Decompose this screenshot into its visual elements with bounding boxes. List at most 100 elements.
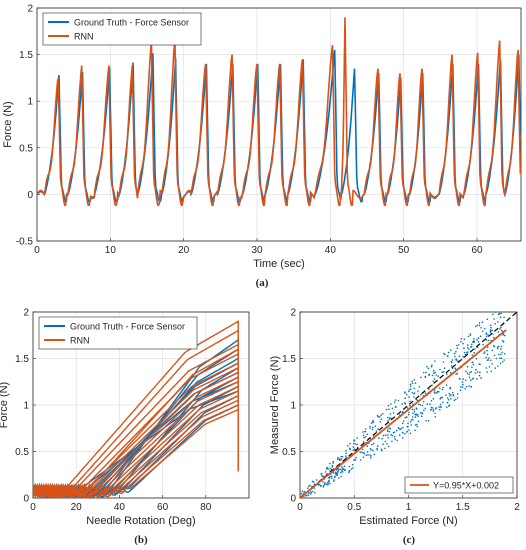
scatter-point <box>485 333 487 335</box>
scatter-point <box>464 353 467 356</box>
scatter-point <box>503 353 506 355</box>
scatter-point <box>366 445 369 447</box>
x-tick-label: 50 <box>398 245 410 256</box>
scatter-point <box>479 335 482 338</box>
scatter-point <box>468 385 470 387</box>
panel-caption: (a) <box>256 277 269 289</box>
scatter-point <box>428 374 430 377</box>
scatter-point <box>463 351 466 354</box>
scatter-point <box>500 353 502 356</box>
scatter-point <box>372 442 375 445</box>
scatter-point <box>471 346 473 348</box>
scatter-point <box>406 416 408 418</box>
scatter-point <box>325 468 328 470</box>
scatter-point <box>338 477 340 479</box>
scatter-point <box>386 430 389 432</box>
scatter-point <box>456 344 458 347</box>
scatter-point <box>462 383 464 386</box>
scatter-point <box>441 388 444 391</box>
scatter-point <box>328 479 330 482</box>
scatter-point <box>372 426 374 429</box>
scatter-point <box>337 457 339 459</box>
scatter-point <box>450 349 452 351</box>
legend: Ground Truth - Force Sensor RNN <box>42 12 202 46</box>
scatter-point <box>494 312 497 313</box>
scatter-point <box>497 321 499 323</box>
scatter-point <box>382 443 384 446</box>
scatter-point <box>422 371 425 374</box>
scatter-point <box>369 457 372 459</box>
scatter-point <box>406 430 408 433</box>
scatter-point <box>370 422 373 424</box>
scatter-point <box>340 458 342 461</box>
y-tick-label: 2 <box>23 308 29 319</box>
scatter-point <box>489 330 492 332</box>
scatter-points <box>300 305 506 498</box>
scatter-point <box>381 449 383 452</box>
scatter-point <box>387 434 389 436</box>
scatter-point <box>478 374 481 377</box>
legend: Y=0.95*X+0.002 <box>404 476 514 494</box>
scatter-point <box>470 379 472 381</box>
scatter-point <box>457 344 460 346</box>
scatter-point <box>380 418 383 421</box>
scatter-point <box>473 338 475 340</box>
scatter-point <box>420 376 422 379</box>
scatter-point <box>416 413 419 416</box>
scatter-point <box>362 431 364 433</box>
scatter-point <box>372 419 374 422</box>
scatter-point <box>454 367 457 370</box>
scatter-point <box>480 327 482 329</box>
scatter-point <box>379 416 381 418</box>
scatter-point <box>460 340 462 343</box>
scatter-point <box>456 347 459 350</box>
scatter-point <box>333 476 336 479</box>
scatter-point <box>308 485 310 488</box>
scatter-point <box>345 450 347 452</box>
scatter-point <box>433 391 436 393</box>
scatter-point <box>498 353 500 356</box>
scatter-point <box>459 389 462 392</box>
scatter-point <box>443 352 445 355</box>
scatter-point <box>376 445 379 447</box>
y-tick-label: 1.5 <box>15 354 29 365</box>
scatter-point <box>416 423 418 426</box>
scatter-point <box>388 418 391 421</box>
scatter-point <box>402 422 404 425</box>
scatter-point <box>339 468 342 471</box>
scatter-point <box>322 481 324 483</box>
scatter-point <box>451 359 454 361</box>
scatter-point <box>456 397 459 399</box>
scatter-point <box>348 470 351 473</box>
scatter-point <box>495 310 497 312</box>
scatter-point <box>504 305 506 307</box>
scatter-point <box>384 447 386 450</box>
scatter-point <box>434 371 436 374</box>
scatter-point <box>436 391 438 394</box>
scatter-point <box>301 490 304 493</box>
series-line-rnn <box>33 329 239 498</box>
scatter-point <box>314 492 316 494</box>
scatter-point <box>365 428 367 430</box>
scatter-point <box>401 403 404 405</box>
scatter-point <box>432 409 435 411</box>
scatter-point <box>325 483 328 485</box>
scatter-point <box>484 351 486 353</box>
scatter-point <box>414 429 416 432</box>
scatter-point <box>371 421 374 423</box>
x-tick-label: 60 <box>157 502 169 513</box>
scatter-point <box>463 338 466 341</box>
y-tick-label: 0.5 <box>19 143 33 154</box>
scatter-point <box>420 415 423 418</box>
scatter-point <box>490 326 492 329</box>
scatter-point <box>388 408 390 411</box>
scatter-point <box>423 409 425 412</box>
scatter-point <box>486 318 489 321</box>
scatter-point <box>361 451 363 454</box>
scatter-point <box>477 337 480 340</box>
scatter-point <box>393 401 396 403</box>
scatter-point <box>352 446 355 448</box>
scatter-point <box>392 412 395 414</box>
scatter-point <box>344 469 346 471</box>
scatter-point <box>456 372 459 375</box>
